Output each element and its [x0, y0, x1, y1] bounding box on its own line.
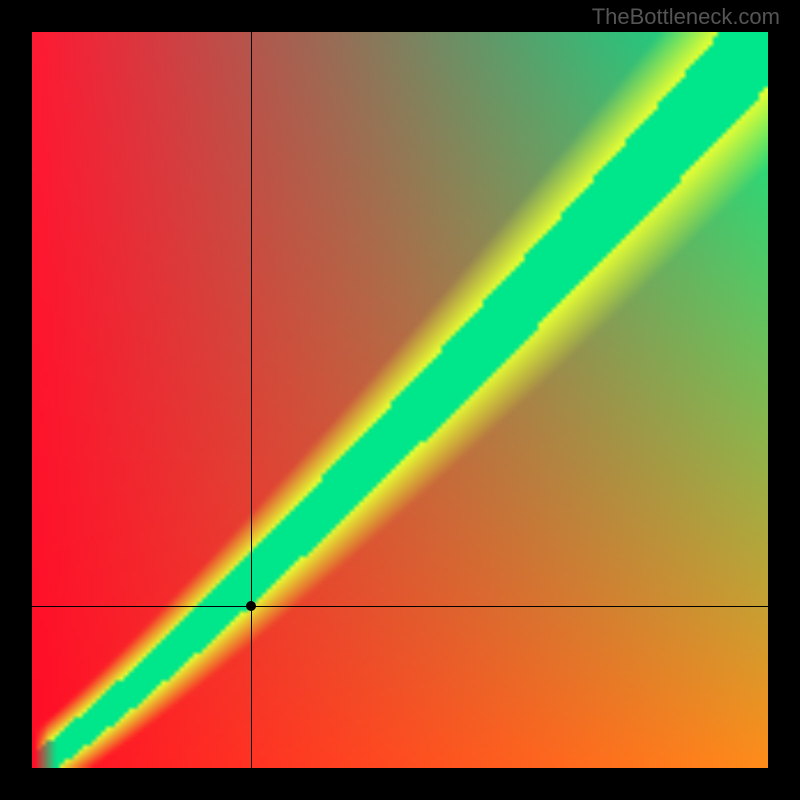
- crosshair-horizontal: [32, 606, 768, 607]
- chart-container: TheBottleneck.com: [0, 0, 800, 800]
- crosshair-vertical: [251, 32, 252, 768]
- heatmap-canvas: [32, 32, 768, 768]
- watermark-text: TheBottleneck.com: [592, 4, 780, 30]
- plot-area: [32, 32, 768, 768]
- marker-dot: [246, 601, 256, 611]
